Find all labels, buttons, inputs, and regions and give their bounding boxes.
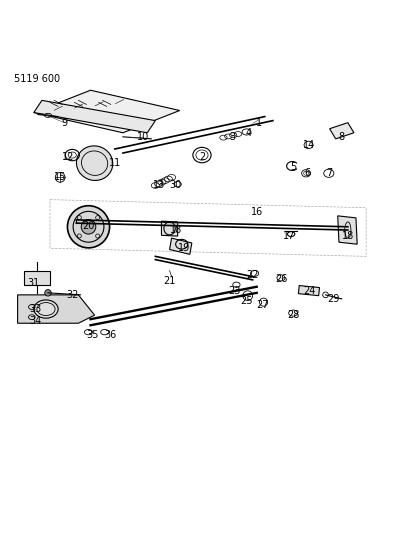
Text: 17: 17 <box>283 231 295 241</box>
Text: 2: 2 <box>199 152 205 162</box>
Text: 16: 16 <box>251 207 263 217</box>
Text: 11: 11 <box>109 158 121 168</box>
Text: 23: 23 <box>228 286 241 296</box>
Ellipse shape <box>76 146 113 181</box>
Text: 27: 27 <box>257 300 269 310</box>
Text: 4: 4 <box>246 128 252 138</box>
Text: 5119 600: 5119 600 <box>13 74 60 84</box>
Text: 13: 13 <box>153 181 166 190</box>
Polygon shape <box>24 271 50 285</box>
Polygon shape <box>298 286 319 296</box>
Text: 20: 20 <box>82 221 95 231</box>
Text: 5: 5 <box>290 162 296 172</box>
Text: 21: 21 <box>163 276 176 286</box>
Circle shape <box>45 289 51 296</box>
Text: 14: 14 <box>303 140 315 150</box>
Text: 36: 36 <box>105 330 117 341</box>
Text: 9: 9 <box>61 118 67 127</box>
Circle shape <box>67 206 110 248</box>
Text: 33: 33 <box>30 304 42 314</box>
Text: 25: 25 <box>240 296 253 306</box>
Text: 30: 30 <box>169 181 182 190</box>
Text: 32: 32 <box>66 290 78 300</box>
Text: 19: 19 <box>177 243 190 253</box>
Text: 8: 8 <box>339 132 345 142</box>
Text: 3: 3 <box>229 132 235 142</box>
Text: 18: 18 <box>169 225 182 235</box>
Polygon shape <box>338 216 357 244</box>
Circle shape <box>81 220 96 234</box>
Text: 10: 10 <box>137 132 149 142</box>
Text: 18: 18 <box>342 231 354 241</box>
Text: 7: 7 <box>326 168 333 179</box>
Polygon shape <box>330 123 354 139</box>
Text: 28: 28 <box>287 310 299 320</box>
Text: 15: 15 <box>54 172 67 182</box>
Polygon shape <box>162 221 177 236</box>
Ellipse shape <box>164 222 175 235</box>
Text: 31: 31 <box>28 278 40 288</box>
Text: 29: 29 <box>328 294 340 304</box>
Text: 6: 6 <box>304 168 310 179</box>
Text: 1: 1 <box>256 118 262 127</box>
Text: 26: 26 <box>275 273 287 284</box>
Text: 35: 35 <box>86 330 99 341</box>
Text: 12: 12 <box>62 152 74 162</box>
Polygon shape <box>170 238 192 254</box>
Text: 24: 24 <box>303 286 315 296</box>
Polygon shape <box>18 295 95 323</box>
Polygon shape <box>34 100 155 133</box>
Text: 22: 22 <box>246 270 259 280</box>
Ellipse shape <box>34 300 58 318</box>
Polygon shape <box>34 90 180 133</box>
Text: 34: 34 <box>30 316 42 326</box>
